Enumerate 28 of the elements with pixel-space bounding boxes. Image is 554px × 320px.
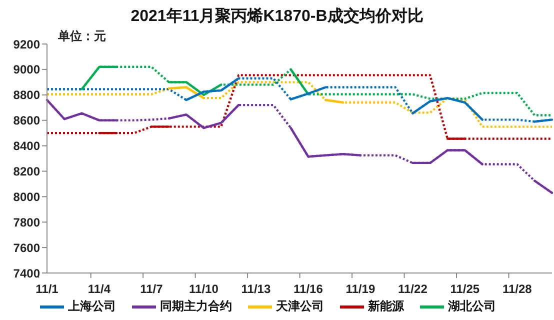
x-tick-label: 11/25 bbox=[450, 282, 480, 296]
line-series bbox=[46, 74, 554, 140]
y-tick-label: 7600 bbox=[13, 240, 40, 255]
legend-label: 上海公司 bbox=[68, 299, 116, 314]
x-tick-label: 11/22 bbox=[398, 282, 428, 296]
legend-label: 新能源 bbox=[368, 299, 404, 314]
chart-title: 2021年11月聚丙烯K1870-B成交均价对比 bbox=[130, 6, 424, 27]
y-tick-label: 7800 bbox=[13, 215, 40, 230]
legend-label: 天津公司 bbox=[276, 299, 324, 314]
text: 单位：元 bbox=[58, 28, 106, 45]
x-tick-label: 11/7 bbox=[140, 282, 164, 296]
x-tick-label: 11/4 bbox=[88, 282, 111, 296]
y-tick-label: 7400 bbox=[13, 266, 40, 280]
x-tick-label: 11/28 bbox=[502, 282, 532, 296]
y-tick-label: 8400 bbox=[13, 139, 40, 154]
x-tick-label: 11/16 bbox=[294, 282, 324, 296]
y-tick-label: 9000 bbox=[13, 62, 40, 77]
legend-label: 湖北公司 bbox=[448, 299, 496, 314]
x-tick-label: 11/19 bbox=[346, 282, 376, 296]
y-tick-label: 8800 bbox=[13, 88, 40, 102]
x-tick-label: 11/1 bbox=[36, 282, 59, 296]
legend-label: 同期主力合约 bbox=[160, 299, 232, 314]
y-tick-label: 8600 bbox=[13, 114, 40, 128]
y-tick-label: 8200 bbox=[13, 164, 40, 178]
x-tick-label: 11/10 bbox=[189, 282, 219, 296]
y-tick-label: 8000 bbox=[13, 190, 40, 204]
x-tick-label: 11/13 bbox=[241, 282, 271, 296]
y-tick-label: 9200 bbox=[13, 37, 40, 52]
